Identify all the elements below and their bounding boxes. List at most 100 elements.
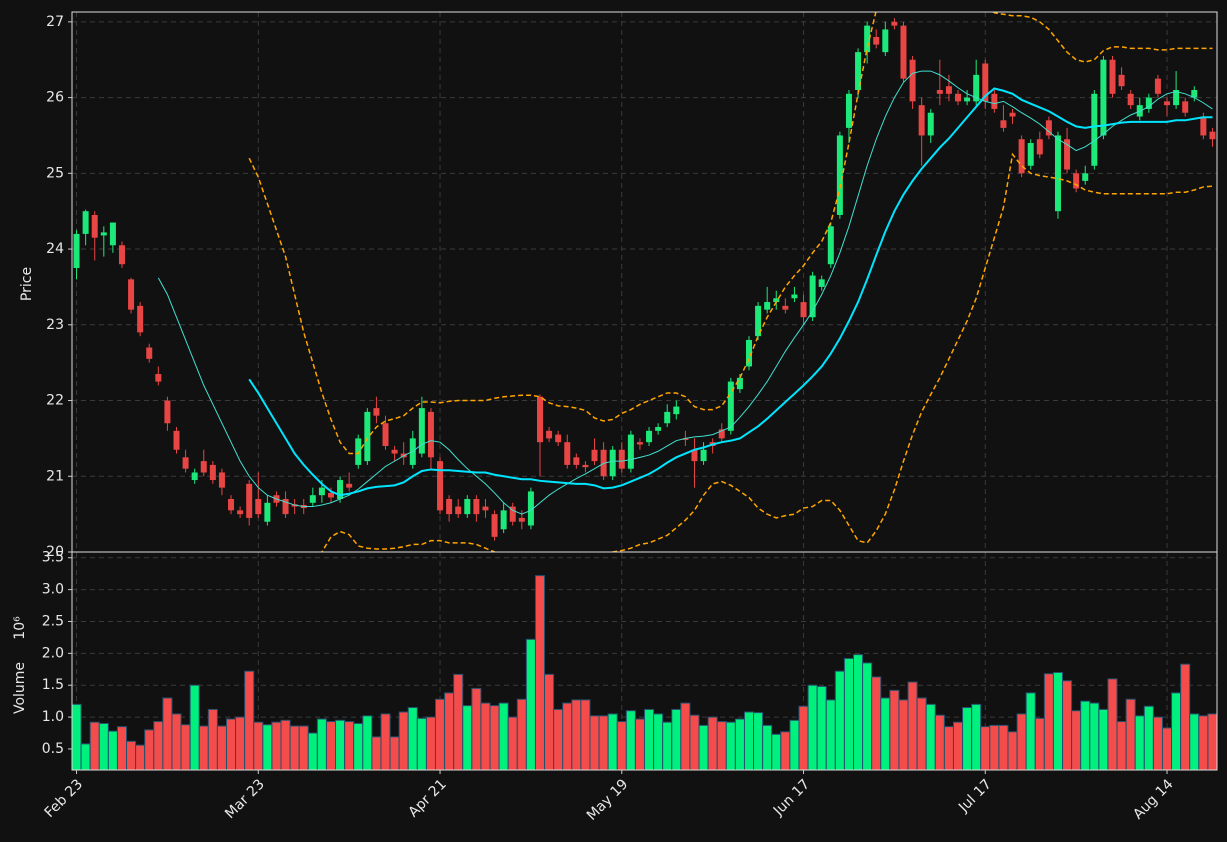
candle-body — [873, 36, 880, 45]
volume-bar — [325, 721, 337, 771]
volume-bar — [307, 732, 318, 771]
candle-body — [773, 298, 780, 303]
y-tick-label: 0.5 — [42, 741, 64, 757]
volume-bar — [71, 703, 82, 771]
volume-bar — [198, 725, 209, 771]
candle-body — [500, 510, 507, 530]
candle-body — [1045, 120, 1052, 136]
volume-bar — [1080, 700, 1091, 771]
volume-bar — [353, 722, 364, 771]
candle-body — [391, 449, 398, 454]
volume-bar — [607, 713, 618, 771]
candle-body — [800, 302, 807, 318]
volume-bar — [1016, 713, 1027, 771]
candle-body — [255, 498, 262, 515]
volume-bar — [807, 684, 818, 771]
volume-bar — [662, 721, 673, 771]
volume-bar — [943, 726, 954, 771]
candle-body — [246, 483, 253, 518]
volume-bar — [725, 721, 736, 771]
volume-bar — [244, 670, 255, 771]
volume-bar — [1161, 727, 1173, 771]
volume-bar — [1171, 692, 1182, 771]
candle-body — [473, 498, 480, 515]
volume-bar — [998, 724, 1009, 771]
volume-bar — [126, 740, 137, 771]
candle-body — [346, 483, 353, 488]
candle-body — [427, 411, 434, 458]
volume-bar — [843, 657, 855, 771]
candle-body — [764, 302, 771, 310]
candle-body — [455, 506, 462, 515]
volume-bar — [162, 697, 173, 771]
candle-body — [927, 112, 934, 136]
volume-bar — [971, 703, 982, 771]
candle-body — [355, 438, 362, 465]
candle-body — [82, 211, 89, 234]
volume-bar — [625, 710, 636, 771]
candle-body — [818, 279, 825, 287]
candle-body — [200, 461, 207, 473]
candle-body — [73, 233, 80, 268]
volume-bar — [1152, 716, 1163, 771]
indicator-line — [248, 12, 1213, 455]
y-tick-label: 20 — [46, 544, 64, 560]
volume-bar — [434, 698, 446, 771]
volume-bar — [534, 575, 546, 771]
y-tick-label: 2.5 — [42, 613, 64, 629]
candle-body — [1027, 143, 1034, 166]
candle-body — [182, 457, 189, 469]
volume-bar — [789, 719, 800, 771]
volume-bar — [116, 726, 128, 771]
volume-bar — [498, 702, 509, 771]
candle-body — [482, 506, 489, 511]
candle-body — [1100, 59, 1107, 136]
volume-bar — [516, 698, 527, 771]
volume-bar — [89, 721, 100, 771]
volume-bar — [480, 702, 491, 771]
candle-body — [982, 63, 989, 102]
y-tick-label: 25 — [46, 165, 64, 181]
indicator-line — [320, 152, 1213, 552]
volume-bar — [753, 712, 764, 771]
candle-body — [1036, 139, 1043, 155]
volume-bar — [816, 685, 827, 771]
candle-body — [527, 491, 534, 526]
candle-body — [91, 214, 98, 238]
candle-body — [864, 25, 871, 53]
volume-bar — [680, 702, 691, 771]
candle-body — [682, 438, 689, 440]
volume-bar — [771, 733, 782, 771]
candle-body — [155, 374, 162, 382]
volume-bar — [171, 713, 182, 771]
volume-bar — [416, 717, 427, 771]
candle-body — [827, 226, 834, 265]
volume-bar — [1098, 708, 1109, 771]
candle-body — [1018, 139, 1025, 174]
candle-body — [218, 472, 225, 488]
volume-bar — [980, 726, 991, 771]
volume-bar — [462, 705, 473, 771]
volume-bar — [689, 714, 700, 771]
y-tick-label: 27 — [46, 14, 64, 30]
volume-bar — [289, 725, 300, 771]
volume-bar — [489, 705, 500, 771]
candle-body — [845, 93, 852, 128]
candle-body — [327, 492, 334, 498]
candle-body — [237, 510, 244, 515]
candle-body — [318, 487, 325, 496]
volume-bar — [707, 716, 718, 771]
volume-bar — [1180, 663, 1191, 771]
candle-body — [1054, 135, 1061, 212]
line-layer — [157, 12, 1213, 552]
volume-bar — [671, 708, 682, 771]
candle-body — [337, 480, 344, 499]
y-tick-label: 23 — [46, 317, 64, 333]
volume-bar — [544, 673, 555, 771]
volume-bar — [989, 724, 1000, 771]
candle-body — [646, 430, 653, 443]
candle-body — [891, 21, 898, 26]
volume-bar — [762, 724, 773, 771]
candle-body — [1164, 101, 1171, 106]
candle-body — [1082, 173, 1089, 181]
